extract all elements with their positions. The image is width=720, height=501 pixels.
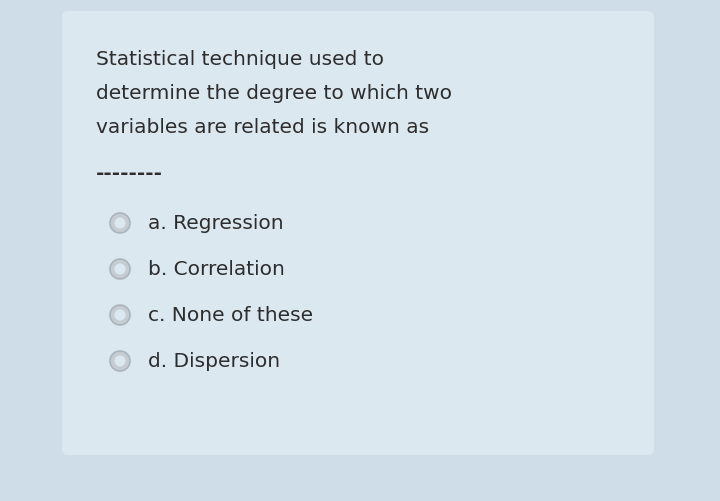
Circle shape xyxy=(114,264,125,275)
FancyBboxPatch shape xyxy=(62,12,654,455)
Text: b. Correlation: b. Correlation xyxy=(148,260,285,279)
Text: a. Regression: a. Regression xyxy=(148,214,284,233)
Text: variables are related is known as: variables are related is known as xyxy=(96,118,429,137)
Circle shape xyxy=(110,213,130,233)
Text: Statistical technique used to: Statistical technique used to xyxy=(96,50,384,69)
Circle shape xyxy=(114,218,125,229)
Circle shape xyxy=(110,351,130,371)
Text: --------: -------- xyxy=(96,164,163,183)
Circle shape xyxy=(114,310,125,321)
Text: d. Dispersion: d. Dispersion xyxy=(148,352,280,371)
Text: determine the degree to which two: determine the degree to which two xyxy=(96,84,452,103)
Text: c. None of these: c. None of these xyxy=(148,306,313,325)
Circle shape xyxy=(114,356,125,367)
Circle shape xyxy=(110,306,130,325)
Circle shape xyxy=(110,260,130,280)
